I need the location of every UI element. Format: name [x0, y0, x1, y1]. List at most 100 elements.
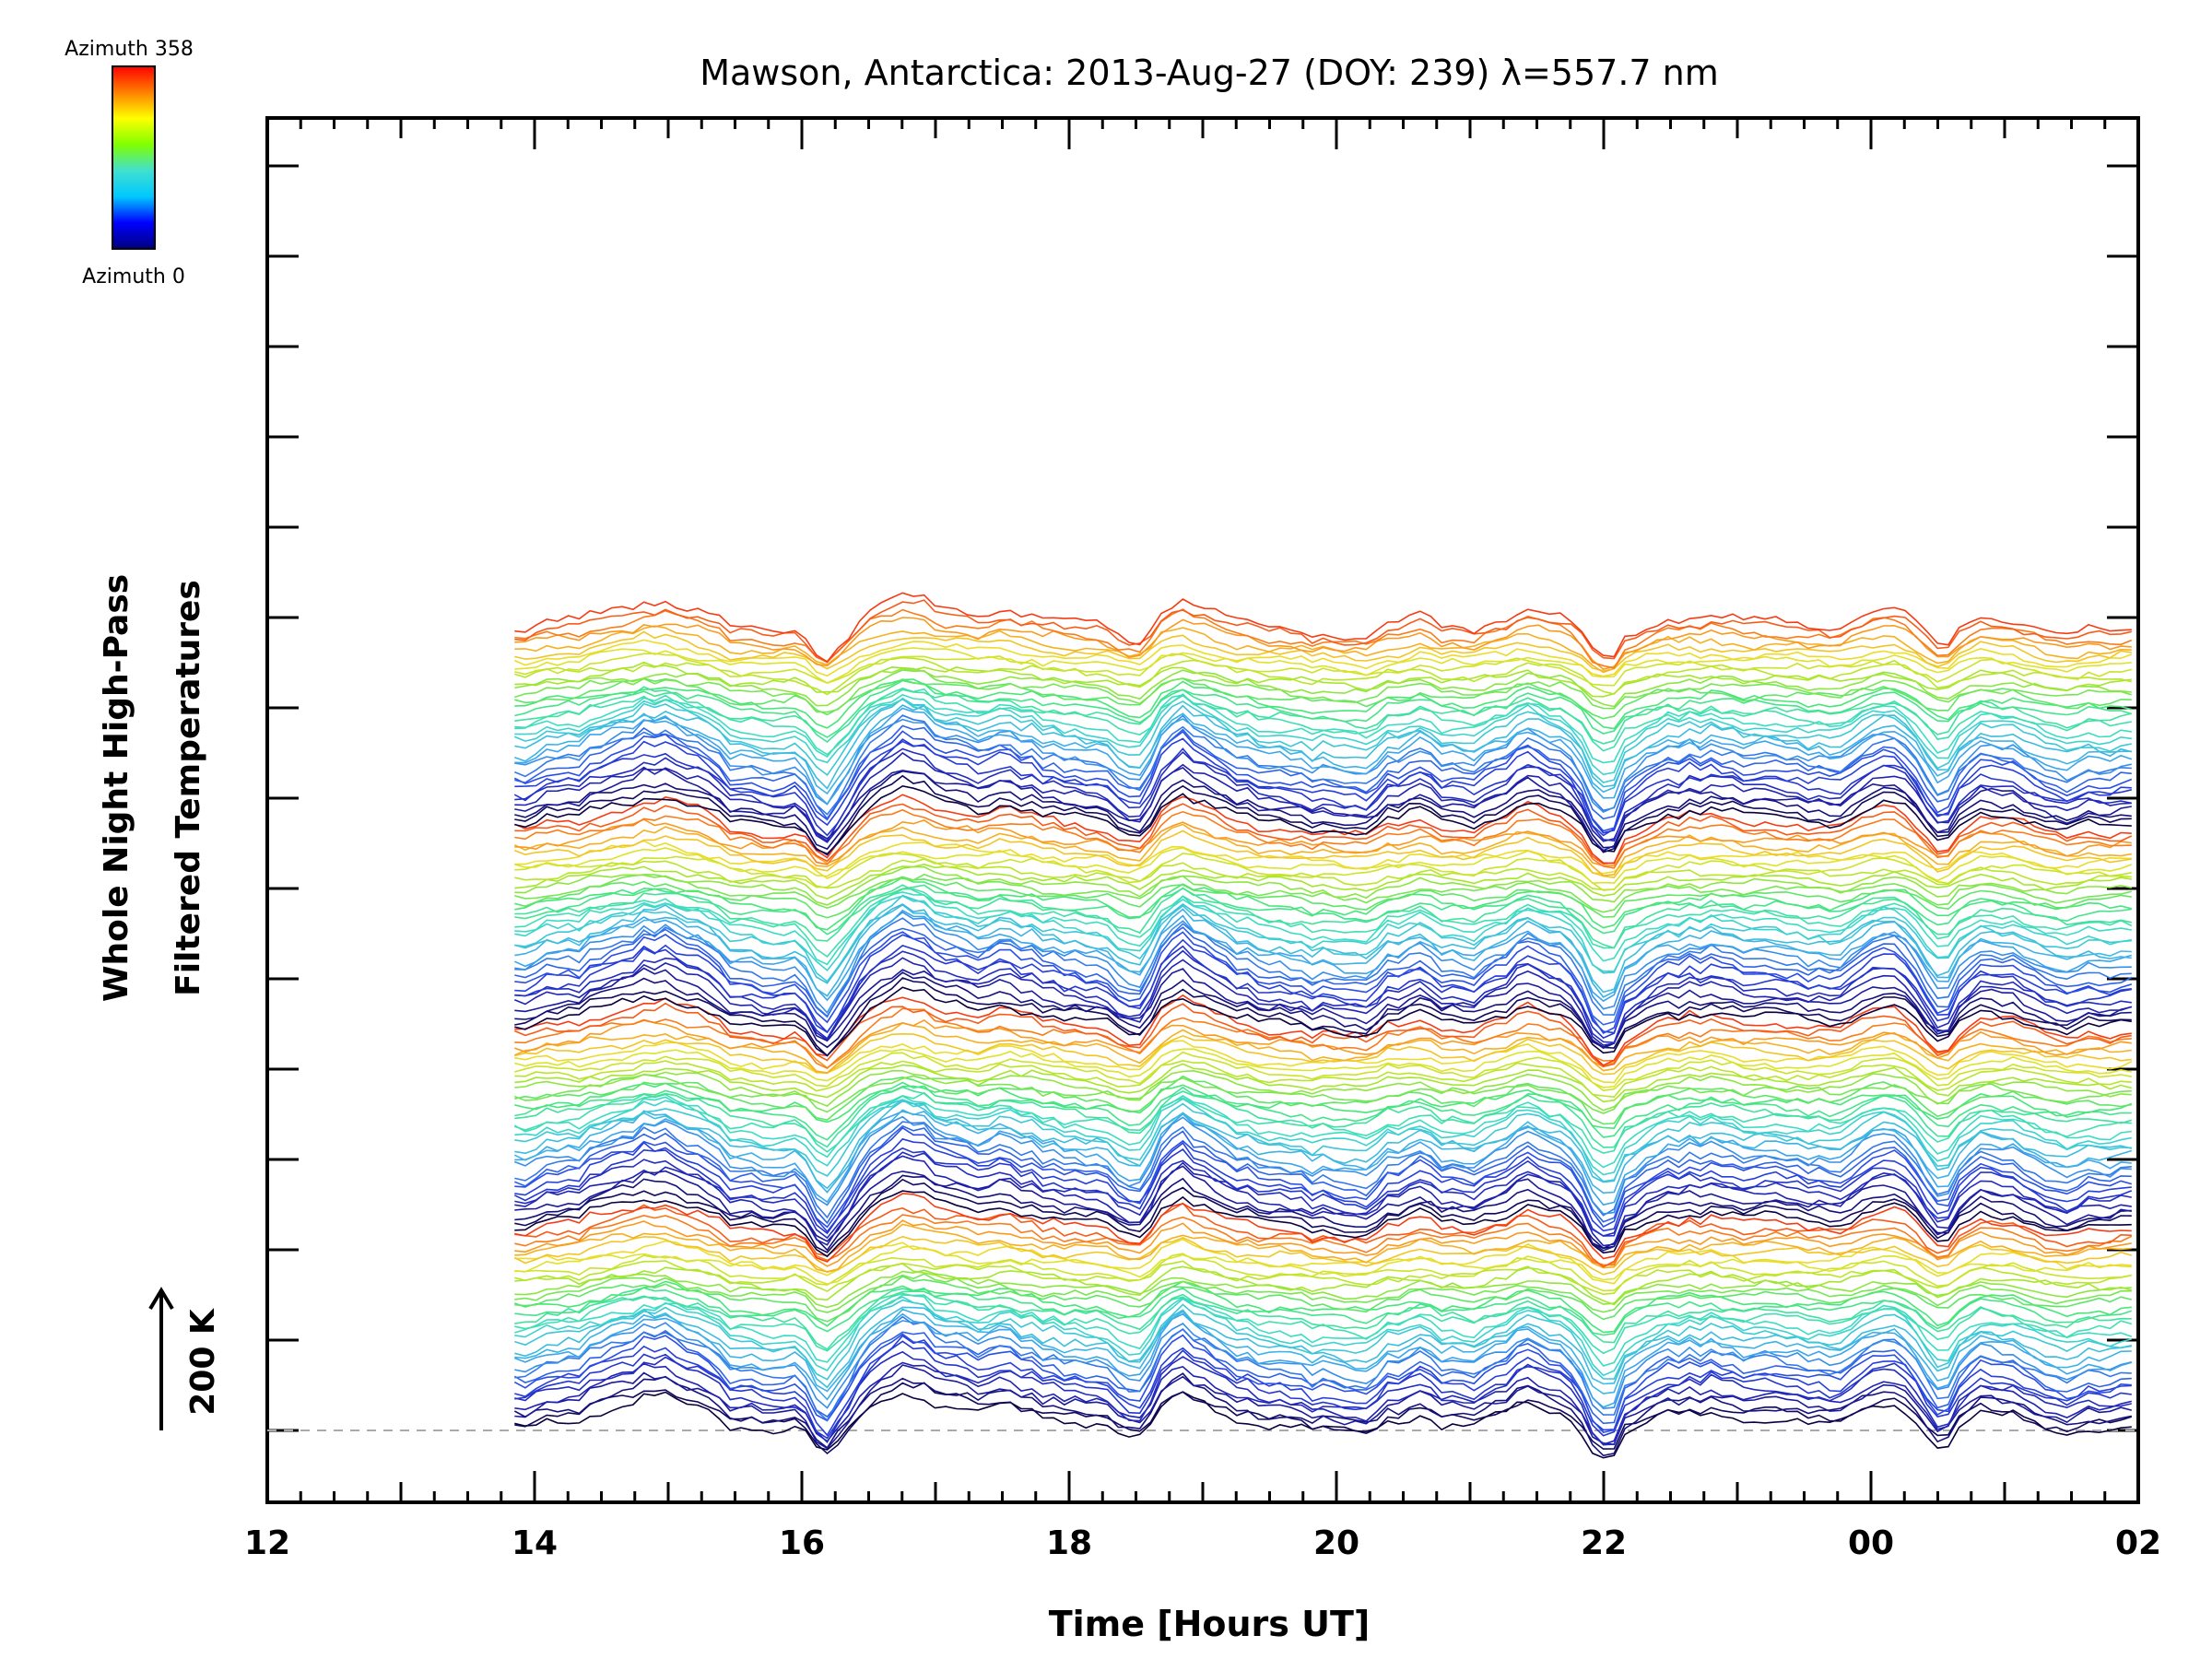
temperature-trace [514, 1294, 2133, 1355]
temperature-trace [514, 1287, 2132, 1351]
temperature-trace [514, 1315, 2132, 1422]
temperature-trace [514, 1086, 2133, 1148]
temperature-trace [514, 1308, 2132, 1394]
temperature-trace [514, 1165, 2132, 1252]
temperature-trace [514, 737, 2132, 837]
temperature-trace [514, 1007, 2132, 1070]
temperature-trace [514, 617, 2132, 670]
temperature-trace [514, 697, 2132, 790]
temperature-trace [514, 994, 2132, 1066]
x-tick-label: 20 [1313, 1524, 1359, 1562]
temperature-trace [514, 1040, 2133, 1084]
temperature-trace [514, 808, 2132, 869]
temperature-trace [514, 1074, 2132, 1114]
temperature-trace [514, 1051, 2132, 1092]
temperature-trace [514, 656, 2132, 696]
temperature-trace [513, 1235, 2133, 1276]
temperature-trace [514, 895, 2132, 972]
temperature-trace [514, 1296, 2132, 1377]
temperature-trace [514, 707, 2133, 806]
temperature-trace [514, 840, 2132, 879]
temperature-trace [514, 669, 2133, 713]
temperature-trace [514, 679, 2133, 738]
temperature-trace [514, 1219, 2132, 1267]
temperature-trace [514, 678, 2132, 730]
temperature-trace [514, 888, 2133, 958]
temperature-trace [514, 1275, 2132, 1323]
x-tick-label: 02 [2115, 1524, 2161, 1562]
x-tick-label: 12 [244, 1524, 290, 1562]
x-tick-label: 22 [1581, 1524, 1627, 1562]
temperature-trace [514, 863, 2132, 900]
temperature-trace [514, 830, 2132, 878]
temperature-trace [514, 688, 2132, 756]
temperature-trace [513, 909, 2133, 1003]
temperature-trace [514, 666, 2132, 708]
temperature-trace [514, 1174, 2132, 1252]
temperature-trace [514, 677, 2132, 720]
temperature-trace [514, 1098, 2132, 1176]
temperature-trace [514, 1263, 2133, 1306]
x-tick-labels: 12 14 16 18 20 22 00 02 [244, 1524, 2161, 1562]
temperature-trace [514, 977, 2132, 1057]
temperature-trace [514, 803, 2133, 865]
colorbar-top-label: Azimuth 358 [65, 38, 194, 61]
temperature-trace [514, 1115, 2132, 1215]
temperature-trace [514, 1178, 2132, 1253]
colorbar-gradient [112, 65, 156, 250]
temperature-trace [514, 1111, 2132, 1206]
temperature-trace [514, 1299, 2132, 1381]
temperature-trace [514, 1151, 2132, 1240]
temperature-trace [514, 1081, 2132, 1141]
temperature-trace [514, 865, 2132, 906]
x-tick-label: 18 [1046, 1524, 1092, 1562]
scale-bar-label: 200 K [184, 1308, 222, 1416]
temperature-trace [514, 1273, 2132, 1313]
temperature-trace [514, 1193, 2132, 1263]
temperature-trace [514, 1292, 2133, 1367]
temperature-trace [514, 1269, 2132, 1309]
temperature-trace [514, 653, 2132, 687]
temperature-trace [514, 917, 2132, 1018]
temperature-scale-bar: 200 K [148, 1287, 222, 1430]
temperature-trace [514, 986, 2132, 1057]
temperature-trace [514, 592, 2132, 664]
temperature-trace [514, 630, 2132, 672]
temperature-trace [514, 1155, 2132, 1247]
temperature-trace [514, 770, 2132, 851]
temperature-trace [514, 751, 2132, 843]
temperature-trace [514, 1099, 2132, 1182]
chart-title: Mawson, Antarctica: 2013-Aug-27 (DOY: 23… [700, 53, 1719, 93]
scale-arrow-head [148, 1287, 174, 1311]
temperature-trace [513, 1328, 2132, 1425]
temperature-trace [514, 1190, 2132, 1258]
temperature-trace [513, 639, 2133, 677]
temperature-trace [514, 784, 2132, 855]
temperature-trace [514, 903, 2132, 998]
temperature-trace [514, 1260, 2132, 1296]
temperature-trace [514, 1100, 2132, 1190]
temperature-trace [514, 931, 2133, 1035]
temperature-trace [514, 686, 2132, 745]
temperature-trace [514, 647, 2132, 684]
temperature-trace [514, 847, 2133, 885]
azimuth-colorbar: Azimuth 358 Azimuth 0 [65, 38, 194, 288]
temperature-trace [514, 911, 2132, 1015]
temperature-trace [514, 884, 2132, 935]
temperature-trace [514, 714, 2132, 814]
colorbar-bottom-label: Azimuth 0 [82, 265, 185, 288]
temperature-trace [514, 774, 2132, 856]
temperature-trace [514, 1121, 2132, 1219]
temperature-trace [513, 1333, 2132, 1433]
temperature-trace [513, 698, 2132, 783]
temperature-trace [513, 730, 2133, 832]
temperature-trace [514, 876, 2132, 919]
temperature-trace [514, 1069, 2132, 1112]
x-tick-label: 14 [512, 1524, 558, 1562]
temperature-trace [514, 1340, 2132, 1440]
temperature-trace [514, 1063, 2133, 1103]
temperature-trace [514, 1238, 2132, 1285]
x-axis-label: Time [Hours UT] [1049, 1604, 1371, 1644]
temperature-trace [514, 1059, 2132, 1099]
